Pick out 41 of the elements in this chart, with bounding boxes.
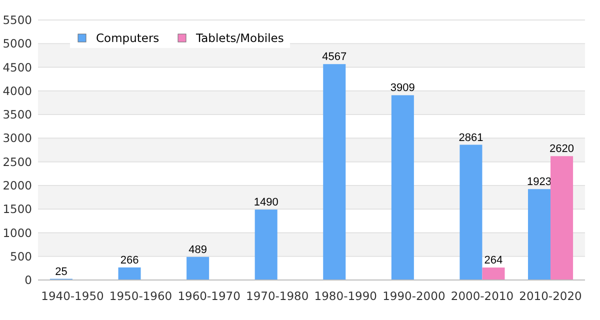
y-tick-label: 0 (24, 273, 32, 288)
bar (460, 144, 482, 280)
data-label: 4567 (322, 51, 347, 64)
bar (482, 268, 505, 280)
x-tick-label: 1990-2000 (382, 289, 446, 303)
y-tick-label: 2500 (2, 154, 32, 169)
x-tick-label: 1940-1950 (41, 289, 104, 303)
x-tick-label: 1980-1990 (314, 289, 377, 303)
y-tick-label: 1500 (2, 202, 32, 216)
x-tick-label: 2010-2020 (519, 289, 582, 303)
bar (186, 256, 210, 280)
bar (254, 210, 278, 280)
y-tick-label: 5000 (2, 36, 32, 51)
data-label: 2861 (458, 132, 484, 144)
legend-label: Computers (96, 31, 160, 46)
y-tick-label: 1000 (2, 226, 32, 240)
y-tick-label: 3500 (2, 108, 32, 122)
y-tick-label: 4500 (2, 60, 32, 74)
y-tick-label: 3000 (2, 131, 32, 146)
data-label: 1490 (254, 196, 278, 209)
x-tick-label: 2000-2010 (450, 289, 514, 303)
data-label: 1923 (527, 176, 552, 188)
data-label: 266 (120, 254, 139, 266)
bar (391, 95, 414, 280)
x-tick-label: 1950-1960 (109, 289, 172, 303)
y-tick-label: 2000 (2, 178, 32, 192)
bar (323, 64, 346, 280)
x-tick-label: 1960-1970 (178, 289, 240, 303)
data-label: 264 (484, 254, 503, 267)
data-label: 25 (55, 266, 68, 278)
y-tick-label: 5500 (2, 13, 32, 28)
data-label: 2620 (550, 143, 574, 156)
y-tick-label: 4000 (2, 84, 32, 98)
data-label: 489 (188, 244, 207, 256)
legend-label: Tablets/Mobiles (195, 31, 284, 46)
bar (528, 189, 551, 280)
bar (550, 156, 574, 280)
y-tick-label: 500 (10, 249, 32, 264)
x-tick-label: 1970-1980 (246, 289, 309, 303)
bar (118, 267, 141, 280)
data-label: 3909 (390, 82, 415, 94)
